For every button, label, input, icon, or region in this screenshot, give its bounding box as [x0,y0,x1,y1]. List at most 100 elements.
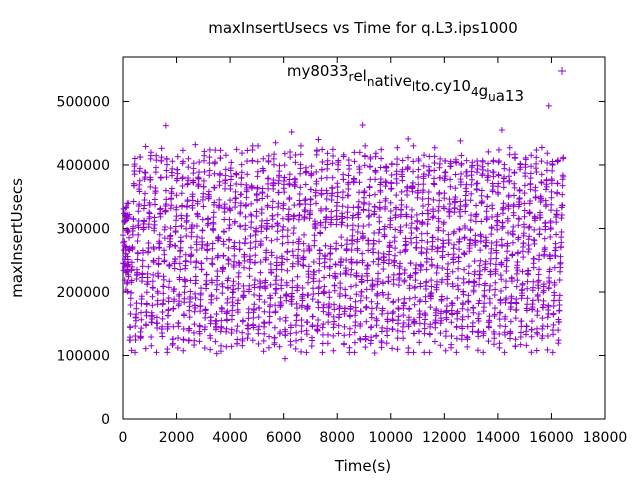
data-point [244,147,251,154]
x-tick-label: 16000 [529,430,574,446]
data-point [450,259,457,266]
data-point [310,285,317,292]
data-point [522,156,529,163]
data-point [473,211,480,218]
data-point [534,308,541,315]
data-point [501,349,508,356]
data-point [175,320,182,327]
data-point [215,235,222,242]
data-point [471,268,478,275]
data-point [274,211,281,218]
data-point [292,179,299,186]
data-point [316,250,323,257]
data-point [374,300,381,307]
data-point [388,171,395,178]
data-point [319,349,326,356]
data-point [157,205,164,212]
data-point [139,271,146,278]
data-point [287,342,294,349]
data-point [337,284,344,291]
data-point [449,300,456,307]
data-point [339,213,346,220]
data-point [374,290,381,297]
data-point [395,282,402,289]
data-point [535,271,542,278]
data-point [459,305,466,312]
data-point [307,186,314,193]
data-point [138,325,145,332]
data-point [362,344,369,351]
data-point [279,255,286,262]
data-point [344,204,351,211]
data-point [453,159,460,166]
data-point [549,349,556,356]
data-point [354,228,361,235]
data-point [535,278,542,285]
data-point [331,287,338,294]
data-point [426,349,433,356]
data-point [519,292,526,299]
data-point [293,305,300,312]
data-point [475,315,482,322]
data-point [478,218,485,225]
data-point [338,234,345,241]
data-point [329,146,336,153]
data-point [381,233,388,240]
data-point [336,290,343,297]
data-point [168,185,175,192]
data-point [362,153,369,160]
data-point [226,216,233,223]
data-point [209,240,216,247]
data-point [408,206,415,213]
data-point [220,252,227,259]
data-point [524,295,531,302]
data-point [413,211,420,218]
data-point [527,186,534,193]
data-point [485,148,492,155]
data-point [351,158,358,165]
data-point [253,191,260,198]
data-point [391,234,398,241]
data-point [483,237,490,244]
data-point [410,168,417,175]
data-point [160,290,167,297]
data-point [279,240,286,247]
data-point [411,301,418,308]
data-point [465,270,472,277]
data-point [310,290,317,297]
data-point [429,261,436,268]
data-point [454,308,461,315]
data-point [330,347,337,354]
data-point [426,168,433,175]
data-point [159,315,166,322]
data-point [419,210,426,217]
data-point [191,321,198,328]
data-point [149,278,156,285]
data-point [378,155,385,162]
data-point [284,233,291,240]
data-point [236,246,243,253]
data-point [405,314,412,321]
data-point [352,312,359,319]
data-point [331,306,338,313]
data-point [286,171,293,178]
data-point [227,182,234,189]
data-point [269,223,276,230]
data-point [234,336,241,343]
data-point [120,247,127,254]
data-point [526,209,533,216]
data-point [465,299,472,306]
data-point [206,193,213,200]
data-point [156,231,163,238]
data-point [431,167,438,174]
data-point [533,146,540,153]
data-point [319,146,326,153]
data-point [241,257,248,264]
data-point [315,299,322,306]
data-point [304,319,311,326]
data-point [286,176,293,183]
data-point [448,341,455,348]
data-point [446,201,453,208]
data-point [353,282,360,289]
data-point [233,171,240,178]
